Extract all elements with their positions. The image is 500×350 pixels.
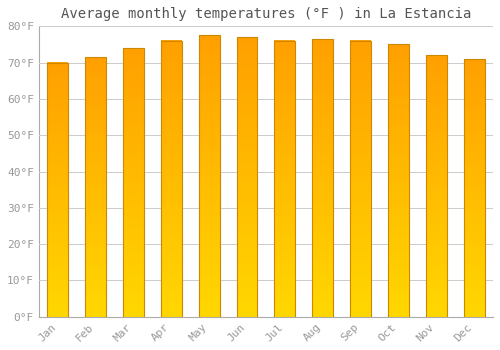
- Bar: [198, 35, 220, 317]
- Bar: [48, 63, 68, 317]
- Bar: [312, 39, 333, 317]
- Bar: [312, 39, 333, 317]
- Bar: [388, 44, 409, 317]
- Bar: [85, 57, 106, 317]
- Bar: [388, 44, 409, 317]
- Bar: [426, 55, 446, 317]
- Bar: [426, 55, 446, 317]
- Title: Average monthly temperatures (°F ) in La Estancia: Average monthly temperatures (°F ) in La…: [60, 7, 471, 21]
- Bar: [48, 63, 68, 317]
- Bar: [274, 41, 295, 317]
- Bar: [236, 37, 258, 317]
- Bar: [350, 41, 371, 317]
- Bar: [464, 59, 484, 317]
- Bar: [161, 41, 182, 317]
- Bar: [236, 37, 258, 317]
- Bar: [350, 41, 371, 317]
- Bar: [123, 48, 144, 317]
- Bar: [123, 48, 144, 317]
- Bar: [85, 57, 106, 317]
- Bar: [274, 41, 295, 317]
- Bar: [198, 35, 220, 317]
- Bar: [464, 59, 484, 317]
- Bar: [161, 41, 182, 317]
